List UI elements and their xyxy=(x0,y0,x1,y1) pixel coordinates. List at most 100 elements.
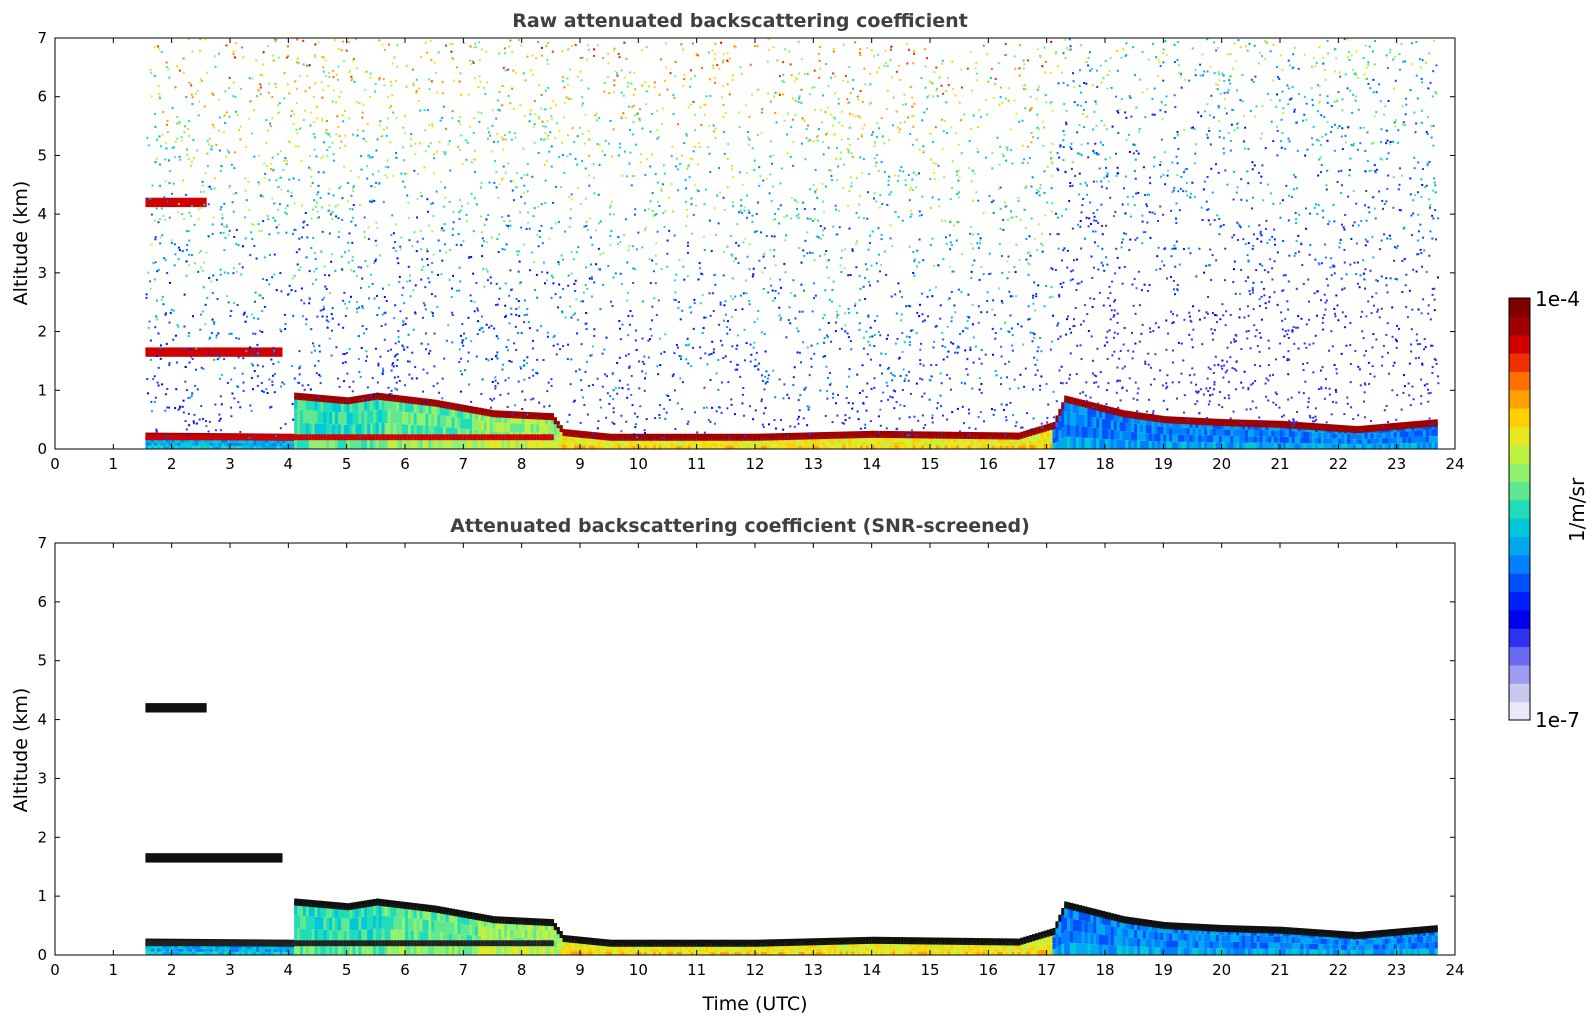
noise-speckle xyxy=(190,164,193,167)
bl-column-cell xyxy=(757,446,762,449)
noise-speckle xyxy=(935,89,938,92)
noise-speckle xyxy=(1040,422,1043,425)
bl-column-cell xyxy=(218,442,222,446)
bl-top-mark xyxy=(763,433,767,441)
noise-speckle xyxy=(644,372,647,375)
bl-column-cell xyxy=(615,443,619,447)
noise-speckle xyxy=(237,356,240,359)
bl-column-cell xyxy=(944,438,948,443)
bl-column-cell xyxy=(422,401,426,414)
noise-speckle xyxy=(779,319,782,322)
bl-column-cell xyxy=(1145,425,1150,434)
noise-speckle xyxy=(248,346,251,349)
noise-speckle xyxy=(694,411,697,414)
bl-column-cell xyxy=(1090,405,1094,417)
noise-speckle xyxy=(1137,270,1140,273)
surface-layer-mark xyxy=(451,434,455,441)
noise-speckle xyxy=(1101,264,1104,267)
noise-speckle xyxy=(795,214,798,217)
bl-column-cell xyxy=(1046,432,1050,439)
bl-top-mark xyxy=(1285,421,1290,429)
bl-column-cell xyxy=(407,400,412,413)
noise-speckle xyxy=(1409,404,1412,407)
noise-speckle xyxy=(847,102,850,105)
noise-speckle xyxy=(1019,218,1022,221)
noise-speckle xyxy=(939,317,942,320)
noise-speckle xyxy=(1412,212,1415,215)
noise-speckle xyxy=(1129,96,1132,99)
bl-column-cell xyxy=(530,440,534,449)
noise-speckle xyxy=(748,268,751,271)
noise-speckle xyxy=(207,203,210,206)
bl-column-cell xyxy=(148,445,152,449)
noise-speckle xyxy=(582,102,585,105)
noise-speckle xyxy=(1151,211,1154,214)
noise-speckle xyxy=(263,176,266,179)
noise-speckle xyxy=(260,84,263,87)
noise-speckle xyxy=(426,250,429,253)
noise-speckle xyxy=(402,323,405,326)
bl-column-cell xyxy=(816,442,820,446)
bl-column-cell xyxy=(1081,414,1085,427)
noise-speckle xyxy=(357,335,360,338)
layer-mark xyxy=(145,347,283,357)
noise-speckle xyxy=(838,347,841,350)
bl-column-cell xyxy=(542,416,546,425)
noise-speckle xyxy=(1198,309,1201,312)
bl-column-cell xyxy=(1192,435,1196,443)
noise-speckle xyxy=(878,253,881,256)
bl-top-mark xyxy=(822,432,826,440)
bl-column-cell xyxy=(1175,434,1179,442)
noise-speckle xyxy=(419,191,422,194)
noise-speckle xyxy=(862,217,865,220)
noise-speckle xyxy=(1073,325,1076,328)
bl-column-cell xyxy=(262,446,266,449)
bl-top-mark xyxy=(714,433,718,441)
bl-column-cell xyxy=(1323,443,1327,449)
bl-column-cell xyxy=(1280,442,1284,449)
noise-speckle xyxy=(1180,372,1183,375)
bl-column-cell xyxy=(1247,436,1252,443)
bl-top-mark xyxy=(766,433,770,441)
surface-layer-mark xyxy=(215,434,219,441)
noise-speckle xyxy=(822,211,825,214)
bl-column-cell xyxy=(1180,420,1185,428)
noise-speckle xyxy=(1255,329,1258,332)
noise-speckle xyxy=(1433,358,1436,361)
bl-column-cell xyxy=(195,439,199,443)
bl-column-cell xyxy=(165,442,170,446)
bl-column-cell xyxy=(1061,405,1065,417)
noise-speckle xyxy=(1359,315,1362,318)
noise-speckle xyxy=(1415,74,1418,77)
noise-speckle xyxy=(188,134,191,137)
noise-speckle xyxy=(478,41,481,44)
bl-column-cell xyxy=(959,445,963,449)
bl-top-mark xyxy=(883,430,887,438)
bl-column-cell xyxy=(1084,426,1088,438)
noise-speckle xyxy=(1326,39,1329,42)
noise-speckle xyxy=(544,125,547,128)
raw-backscatter-panel: Raw attenuated backscattering coefficien… xyxy=(10,10,1465,473)
noise-speckle xyxy=(226,295,229,298)
noise-speckle xyxy=(228,115,231,118)
noise-speckle xyxy=(540,203,543,206)
noise-speckle xyxy=(1427,87,1430,90)
bl-column-cell xyxy=(696,446,700,449)
noise-speckle xyxy=(502,138,505,141)
noise-speckle xyxy=(391,62,394,65)
bl-column-cell xyxy=(162,442,167,446)
noise-speckle xyxy=(552,344,555,347)
bl-column-cell xyxy=(431,402,435,415)
bl-column-cell xyxy=(1154,441,1158,449)
noise-speckle xyxy=(501,216,504,219)
noise-speckle xyxy=(1209,387,1212,390)
bl-column-cell xyxy=(1002,445,1007,449)
bl-top-mark xyxy=(848,431,852,439)
noise-speckle xyxy=(1364,238,1367,241)
noise-speckle xyxy=(1273,291,1276,294)
bl-column-cell xyxy=(1390,437,1395,444)
bl-top-mark xyxy=(1163,416,1167,424)
noise-speckle xyxy=(149,68,152,71)
noise-speckle xyxy=(895,401,898,404)
bl-column-cell xyxy=(938,438,942,443)
